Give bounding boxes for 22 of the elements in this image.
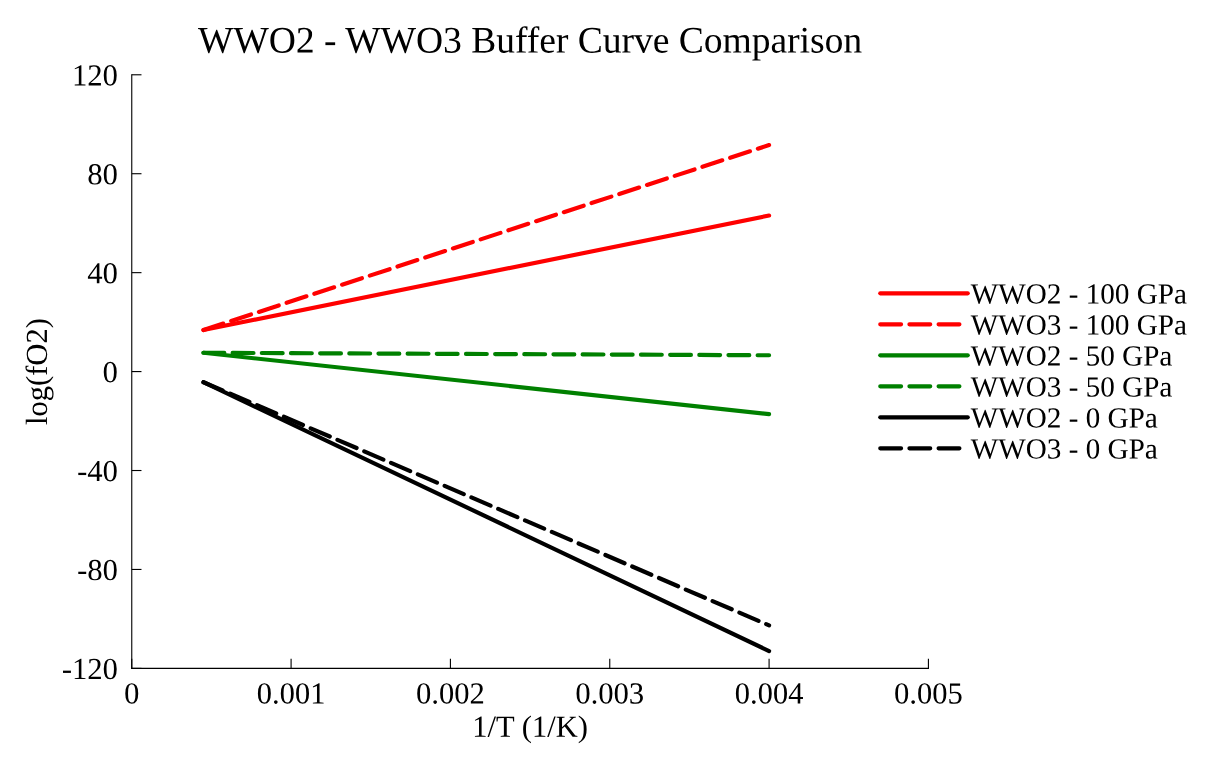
y-tick-label: 0 — [103, 361, 117, 383]
x-tick-label: 0.005 — [895, 683, 962, 704]
x-axis-title: 1/T (1/K) — [474, 715, 587, 744]
x-tick-label: 0.004 — [735, 683, 803, 704]
y-tick-label: -40 — [78, 460, 117, 482]
y-tick-label: 40 — [87, 262, 117, 284]
x-tick-label: 0.002 — [417, 683, 484, 704]
legend-label: WWO2 - 50 GPa — [970, 346, 1172, 366]
y-tick-label: 120 — [74, 65, 117, 86]
legend-label: WWO2 - 0 GPa — [970, 408, 1158, 428]
y-axis-title: log(fO2) — [25, 319, 54, 425]
x-tick-label: 0.001 — [257, 683, 324, 704]
x-tick-label: 0 — [125, 683, 139, 704]
legend-label: WWO3 - 50 GPa — [970, 377, 1172, 397]
y-tick-label: 80 — [88, 164, 117, 185]
y-tick-label: -80 — [78, 559, 117, 581]
chart-title: WWO2 - WWO3 Buffer Curve Comparison — [198, 26, 862, 61]
legend-label: WWO2 - 100 GPa — [970, 284, 1187, 304]
x-tick-label: 0.003 — [576, 683, 643, 704]
legend-label: WWO3 - 100 GPa — [970, 315, 1187, 335]
legend-label: WWO3 - 0 GPa — [970, 439, 1158, 459]
y-tick-label: -120 — [63, 658, 117, 680]
